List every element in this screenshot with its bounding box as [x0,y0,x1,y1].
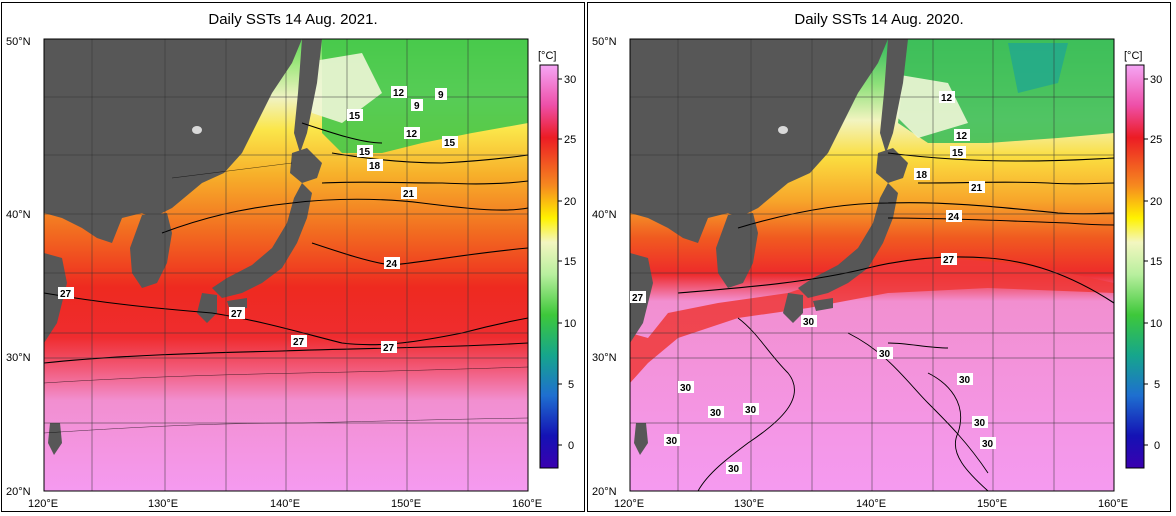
svg-text:21: 21 [403,189,415,200]
svg-text:9: 9 [438,90,444,101]
svg-text:160°E: 160°E [512,498,542,510]
svg-text:15: 15 [359,147,371,158]
contour-labels: 12 9 9 15 12 15 15 18 21 24 27 27 27 27 [58,86,458,354]
axis-labels: 50°N 40°N 30°N 20°N 120°E 130°E 140°E 15… [592,36,1128,510]
svg-text:30°N: 30°N [592,352,617,364]
panel-2021: Daily SSTs 14 Aug. 2021. [1,2,585,512]
svg-text:24: 24 [386,259,398,270]
svg-text:140°E: 140°E [270,498,300,510]
cool-water-patch [302,53,382,123]
svg-text:18: 18 [369,161,381,172]
svg-text:12: 12 [941,93,953,104]
svg-text:130°E: 130°E [148,498,178,510]
cold-water-region [322,39,528,153]
svg-text:30: 30 [680,383,692,394]
svg-text:20: 20 [564,196,576,208]
svg-text:30: 30 [803,317,815,328]
svg-text:40°N: 40°N [592,209,617,221]
svg-text:5: 5 [1154,379,1160,391]
svg-text:[°C]: [°C] [1124,50,1142,62]
svg-text:[°C]: [°C] [538,50,556,62]
svg-text:24: 24 [948,212,960,223]
svg-text:30: 30 [1150,74,1162,86]
coldest-water-patch [1008,43,1068,93]
svg-text:15: 15 [952,148,964,159]
svg-text:30: 30 [959,375,971,386]
svg-text:9: 9 [414,101,420,112]
graticule [44,39,528,491]
svg-text:10: 10 [1150,318,1162,330]
graticule [630,39,1114,491]
svg-text:30: 30 [728,464,740,475]
colorbar: [°C] 30 25 20 15 10 5 0 [1124,50,1162,469]
svg-text:150°E: 150°E [391,498,421,510]
svg-text:18: 18 [916,170,928,181]
land [44,39,322,455]
sst-map-2021: 12 9 9 15 12 15 15 18 21 24 27 27 27 27 … [6,36,576,510]
svg-text:15: 15 [1150,256,1162,268]
svg-text:27: 27 [60,289,72,300]
svg-text:30°N: 30°N [6,352,31,364]
svg-text:15: 15 [349,111,361,122]
panel-2020: Daily SSTs 14 Aug. 2020. [587,2,1171,512]
sst-map-2020: 12 12 15 18 21 24 27 27 30 30 30 30 30 3… [592,36,1162,510]
svg-text:27: 27 [293,337,305,348]
svg-text:10: 10 [564,318,576,330]
colorbar: [°C] 30 25 20 15 10 5 0 [538,50,576,469]
svg-text:30: 30 [982,439,994,450]
svg-text:27: 27 [943,255,955,266]
sst-contours [43,122,529,364]
svg-text:20°N: 20°N [6,486,31,498]
svg-text:27: 27 [231,309,243,320]
svg-text:30: 30 [745,405,757,416]
svg-text:30: 30 [564,74,576,86]
cool-water-patch [888,73,968,138]
panel-title: Daily SSTs 14 Aug. 2020. [794,11,964,28]
svg-text:30: 30 [710,408,722,419]
svg-text:12: 12 [956,131,968,142]
svg-text:5: 5 [568,379,574,391]
svg-text:25: 25 [1150,134,1162,146]
svg-text:120°E: 120°E [28,498,58,510]
svg-text:30: 30 [666,436,678,447]
svg-text:15: 15 [444,138,456,149]
svg-text:27: 27 [383,343,395,354]
svg-text:30: 30 [879,349,891,360]
svg-text:140°E: 140°E [856,498,886,510]
svg-text:40°N: 40°N [6,209,31,221]
svg-text:50°N: 50°N [592,36,617,48]
panel-title: Daily SSTs 14 Aug. 2021. [208,11,378,28]
svg-text:21: 21 [971,183,983,194]
svg-text:12: 12 [393,88,405,99]
svg-text:27: 27 [632,293,644,304]
svg-text:150°E: 150°E [977,498,1007,510]
svg-text:120°E: 120°E [614,498,644,510]
contour-labels: 12 12 15 18 21 24 27 27 30 30 30 30 30 3… [630,91,996,475]
svg-text:20°N: 20°N [592,486,617,498]
svg-text:20: 20 [1150,196,1162,208]
axis-labels: 50°N 40°N 30°N 20°N 120°E 130°E 140°E 15… [6,36,542,510]
svg-text:50°N: 50°N [6,36,31,48]
svg-text:0: 0 [1154,440,1160,452]
svg-text:0: 0 [568,440,574,452]
svg-text:30: 30 [974,418,986,429]
svg-text:25: 25 [564,134,576,146]
svg-text:12: 12 [406,129,418,140]
svg-text:130°E: 130°E [734,498,764,510]
svg-text:15: 15 [564,256,576,268]
land [630,39,908,455]
svg-text:160°E: 160°E [1098,498,1128,510]
